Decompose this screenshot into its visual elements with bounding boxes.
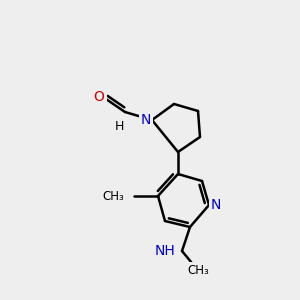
- Text: N: N: [211, 198, 221, 212]
- Text: CH₃: CH₃: [102, 190, 124, 202]
- Text: O: O: [94, 90, 104, 104]
- Text: H: H: [114, 119, 124, 133]
- Text: NH: NH: [154, 244, 175, 258]
- Text: N: N: [141, 113, 151, 127]
- Text: CH₃: CH₃: [187, 263, 209, 277]
